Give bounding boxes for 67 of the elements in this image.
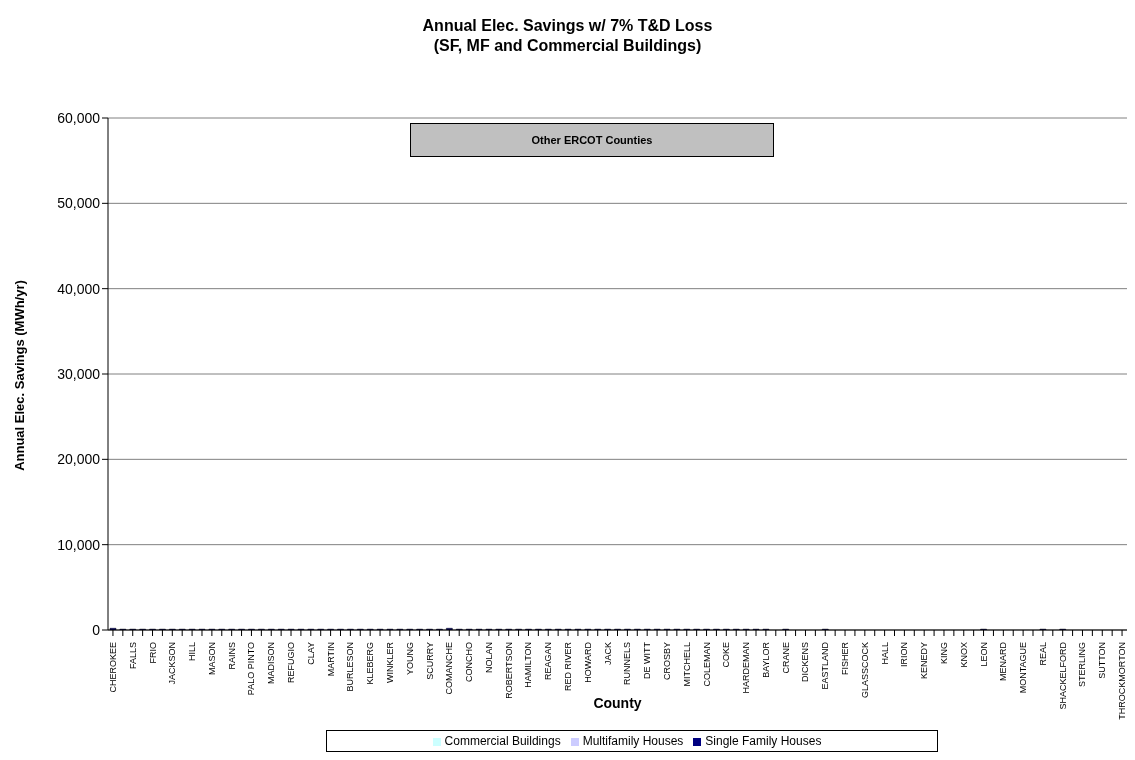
x-tick-label: RED RIVER <box>563 641 574 692</box>
y-tick-label: 60,000 <box>57 109 101 126</box>
y-tick-label: 40,000 <box>57 280 101 297</box>
text-box: Other ERCOT Counties <box>410 123 774 157</box>
x-tick-label: PALO PINTO <box>246 642 257 696</box>
x-tick-label: MENARD <box>998 641 1009 682</box>
x-tick-label: BAYLOR <box>760 641 771 678</box>
x-tick-label: KING <box>938 642 949 665</box>
x-tick-label: JACKSON <box>167 642 178 685</box>
x-axis-title: County <box>593 695 642 711</box>
x-tick-label: STERLING <box>1077 642 1088 688</box>
x-tick-label: CONCHO <box>464 642 475 682</box>
x-tick-label: KENEDY <box>919 642 930 680</box>
x-tick-label: DICKENS <box>800 642 811 683</box>
x-tick-label: MARTIN <box>325 642 336 677</box>
legend-label: Single Family Houses <box>705 734 822 748</box>
x-tick-label: CLAY <box>305 642 316 665</box>
x-tick-label: MONTAGUE <box>1018 642 1029 694</box>
x-tick-label: RAINS <box>226 642 237 670</box>
x-tick-label: ROBERTSON <box>503 642 514 699</box>
x-tick-label: HARDEMAN <box>741 642 752 694</box>
x-tick-label: COKE <box>721 642 732 668</box>
x-tick-label: EASTLAND <box>820 641 831 690</box>
x-tick-label: CROSBY <box>661 642 672 681</box>
x-tick-label: LEON <box>978 642 989 667</box>
x-tick-label: REAGAN <box>543 642 554 681</box>
x-tick-label: HILL <box>187 642 198 662</box>
x-tick-label: FRIO <box>147 642 158 664</box>
chart-title: Annual Elec. Savings w/ 7% T&D Loss <box>421 16 714 36</box>
x-tick-label: FISHER <box>840 641 851 676</box>
x-tick-label: FALLS <box>127 642 138 670</box>
x-tick-label: HAMILTON <box>523 642 534 688</box>
x-tick-label: WINKLER <box>384 641 395 684</box>
x-tick-label: NOLAN <box>483 642 494 674</box>
x-tick-label: COMANCHE <box>444 642 455 695</box>
x-tick-label: CRANE <box>780 642 791 674</box>
y-tick-label: 30,000 <box>57 365 101 382</box>
x-tick-label: JACK <box>602 642 613 666</box>
x-tick-label: YOUNG <box>404 642 415 676</box>
x-tick-label: RUNNELS <box>622 642 633 686</box>
y-tick-label: 20,000 <box>57 451 101 468</box>
x-tick-label: SCURRY <box>424 642 435 680</box>
x-tick-label: REAL <box>1037 642 1048 666</box>
x-tick-label: KNOX <box>958 642 969 668</box>
x-tick-label: THROCKMORTON <box>1117 642 1128 720</box>
y-tick-label: 10,000 <box>57 536 101 553</box>
x-tick-label: CHEROKEE <box>107 642 118 693</box>
x-tick-label: SUTTON <box>1097 642 1108 679</box>
x-tick-label: COLEMAN <box>701 642 712 687</box>
y-tick-label: 50,000 <box>57 195 101 212</box>
x-tick-label: DE WITT <box>642 641 653 679</box>
x-tick-label: BURLESON <box>345 642 356 692</box>
y-axis-title: Annual Elec. Savings (MWh/yr) <box>11 280 27 471</box>
x-tick-label: HALL <box>879 642 890 665</box>
x-tick-label: KLEBERG <box>365 642 376 685</box>
chart-subtitle: (SF, MF and Commercial Buildings) <box>432 36 703 56</box>
x-tick-label: MITCHELL <box>681 642 692 687</box>
legend-label: Commercial Buildings <box>444 734 561 748</box>
x-tick-label: IRION <box>899 642 910 668</box>
x-tick-label: SHACKELFORD <box>1057 641 1068 710</box>
x-tick-label: REFUGIO <box>286 642 297 684</box>
y-tick-label: 0 <box>92 621 101 638</box>
legend-label: Multifamily Houses <box>582 734 684 748</box>
x-tick-label: GLASSCOCK <box>859 642 870 699</box>
x-tick-label: MADISON <box>266 642 277 685</box>
x-tick-label: MASON <box>206 642 217 676</box>
x-tick-label: HOWARD <box>582 641 593 683</box>
